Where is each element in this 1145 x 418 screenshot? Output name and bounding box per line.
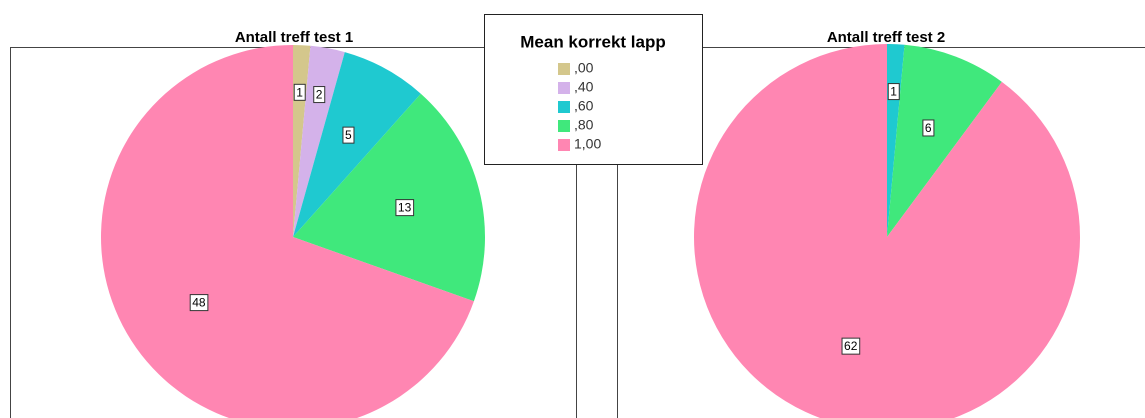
data-label-box <box>922 119 935 137</box>
data-label-box <box>342 126 355 144</box>
legend-swatch <box>558 120 570 132</box>
pie-slice <box>293 45 345 237</box>
legend-label: ,00 <box>574 60 594 76</box>
data-label-box <box>313 86 326 104</box>
legend-title: Mean korrekt lapp <box>520 32 666 51</box>
data-label: 1 <box>890 85 897 99</box>
data-label: 48 <box>192 296 206 310</box>
pie-slice <box>293 93 486 302</box>
data-label: 5 <box>345 128 352 142</box>
legend-swatch <box>558 82 570 94</box>
legend-label: ,40 <box>574 79 594 95</box>
pie-slice <box>101 45 474 418</box>
data-label-box <box>841 337 861 355</box>
data-label: 62 <box>844 339 858 353</box>
data-label: 2 <box>316 88 323 102</box>
legend-box <box>484 14 703 165</box>
data-label-box <box>395 199 415 217</box>
data-label: 6 <box>925 121 932 135</box>
legend-swatch <box>558 101 570 113</box>
data-label-box <box>189 294 209 312</box>
data-label: 13 <box>398 201 412 215</box>
legend-swatch <box>558 139 570 151</box>
legend-label: 1,00 <box>574 136 601 152</box>
data-label-box <box>887 83 900 101</box>
pie-slice <box>694 44 1080 418</box>
pie-slice <box>887 44 1002 238</box>
legend-label: ,60 <box>574 98 594 114</box>
legend-swatch <box>558 63 570 75</box>
data-label-box <box>293 83 306 101</box>
data-label: 1 <box>296 85 303 99</box>
legend-label: ,80 <box>574 117 594 133</box>
chart-title: Antall treff test 1 <box>235 29 353 46</box>
chart-title: Antall treff test 2 <box>827 29 945 46</box>
pie-slice <box>293 52 421 238</box>
